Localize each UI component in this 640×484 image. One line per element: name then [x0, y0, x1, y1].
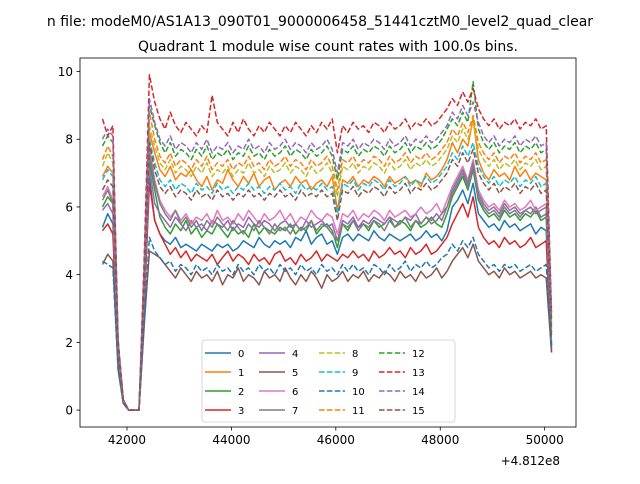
legend-label-8: 8 [352, 349, 358, 360]
x-tick-label: 46000 [317, 433, 355, 447]
y-tick-label: 10 [58, 65, 73, 79]
x-tick-label: 44000 [212, 433, 250, 447]
y-tick-label: 6 [65, 200, 73, 214]
legend-label-14: 14 [412, 387, 425, 398]
legend-label-5: 5 [292, 368, 298, 379]
series-line-5 [101, 243, 553, 411]
x-tick-label: 50000 [526, 433, 564, 447]
series-line-9 [101, 138, 553, 411]
series-line-11 [101, 111, 553, 411]
series-line-15 [101, 141, 553, 411]
legend-label-15: 15 [412, 406, 425, 417]
legend-label-1: 1 [238, 368, 244, 379]
legend-label-13: 13 [412, 368, 425, 379]
x-tick-label: 48000 [421, 433, 459, 447]
legend-label-11: 11 [352, 406, 365, 417]
series-line-3 [101, 182, 553, 411]
legend-label-9: 9 [352, 368, 358, 379]
series-line-13 [101, 74, 553, 411]
y-tick-label: 4 [65, 268, 73, 282]
plot-area [101, 74, 553, 411]
series-line-8 [101, 121, 553, 411]
y-tick-label: 0 [65, 404, 73, 418]
axes-frame [79, 57, 577, 428]
x-tick-label: 42000 [108, 433, 146, 447]
legend-label-2: 2 [238, 387, 244, 398]
series-line-14 [101, 97, 553, 411]
legend-label-3: 3 [238, 406, 244, 417]
series-line-1 [101, 118, 553, 411]
x-offset-label: +4.812e8 [501, 454, 560, 468]
legend-label-4: 4 [292, 349, 298, 360]
series-line-7 [101, 152, 553, 411]
legend-label-12: 12 [412, 349, 425, 360]
y-tick-label: 2 [65, 336, 73, 350]
series-line-0 [101, 175, 553, 411]
legend-label-6: 6 [292, 387, 298, 398]
y-tick-label: 8 [65, 133, 73, 147]
legend-label-0: 0 [238, 349, 244, 360]
series-line-12 [101, 80, 553, 411]
legend-box [201, 339, 456, 423]
chart-suptitle: n file: modeM0/AS1A13_090T01_9000006458_… [47, 14, 593, 30]
legend-label-7: 7 [292, 406, 298, 417]
series-line-10 [102, 236, 553, 411]
chart-title: Quadrant 1 module wise count rates with … [138, 39, 518, 55]
legend-label-10: 10 [352, 387, 365, 398]
